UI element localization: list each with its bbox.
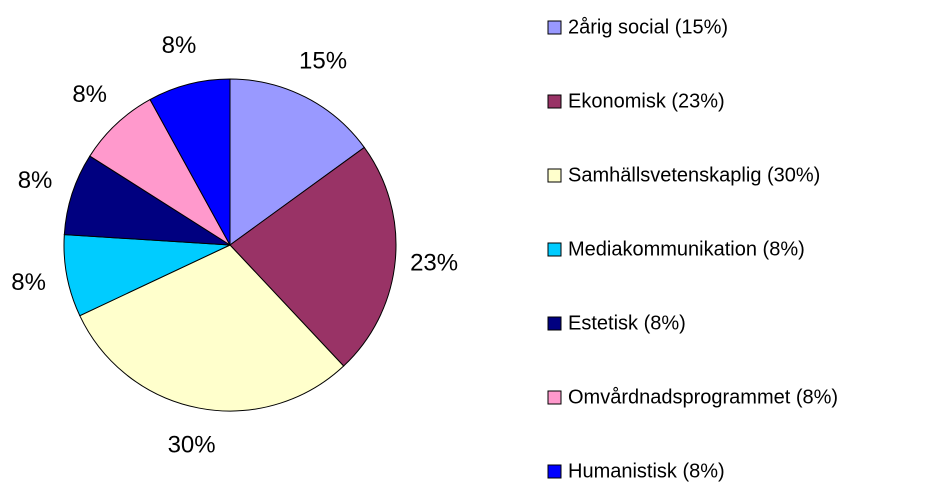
data-label: 8% [162, 32, 197, 59]
data-label: 8% [72, 81, 107, 108]
data-label: 30% [168, 432, 216, 459]
legend-swatch [547, 390, 562, 405]
data-label: 23% [410, 250, 458, 277]
pie-slice [229, 78, 365, 246]
legend-swatch [547, 316, 562, 331]
data-label: 8% [11, 269, 46, 296]
legend-label: Omvårdnadsprogrammet (8%) [568, 386, 838, 408]
pie-slice [229, 146, 397, 367]
legend-label: 2årig social (15%) [568, 16, 728, 38]
legend-label: Mediakommunikation (8%) [568, 238, 805, 260]
legend-swatch [547, 168, 562, 183]
legend-swatch [547, 94, 562, 109]
data-label: 8% [18, 167, 53, 194]
data-label: 15% [299, 48, 347, 75]
legend-swatch [547, 242, 562, 257]
legend-label: Samhällsvetenskaplig (30%) [568, 164, 820, 186]
pie-slice [79, 244, 345, 412]
legend-swatch [547, 464, 562, 479]
legend-swatch [547, 20, 562, 35]
legend-label: Estetisk (8%) [568, 312, 686, 334]
legend-label: Humanistisk (8%) [568, 460, 725, 482]
pie-slice [149, 78, 231, 246]
legend-label: Ekonomisk (23%) [568, 90, 725, 112]
